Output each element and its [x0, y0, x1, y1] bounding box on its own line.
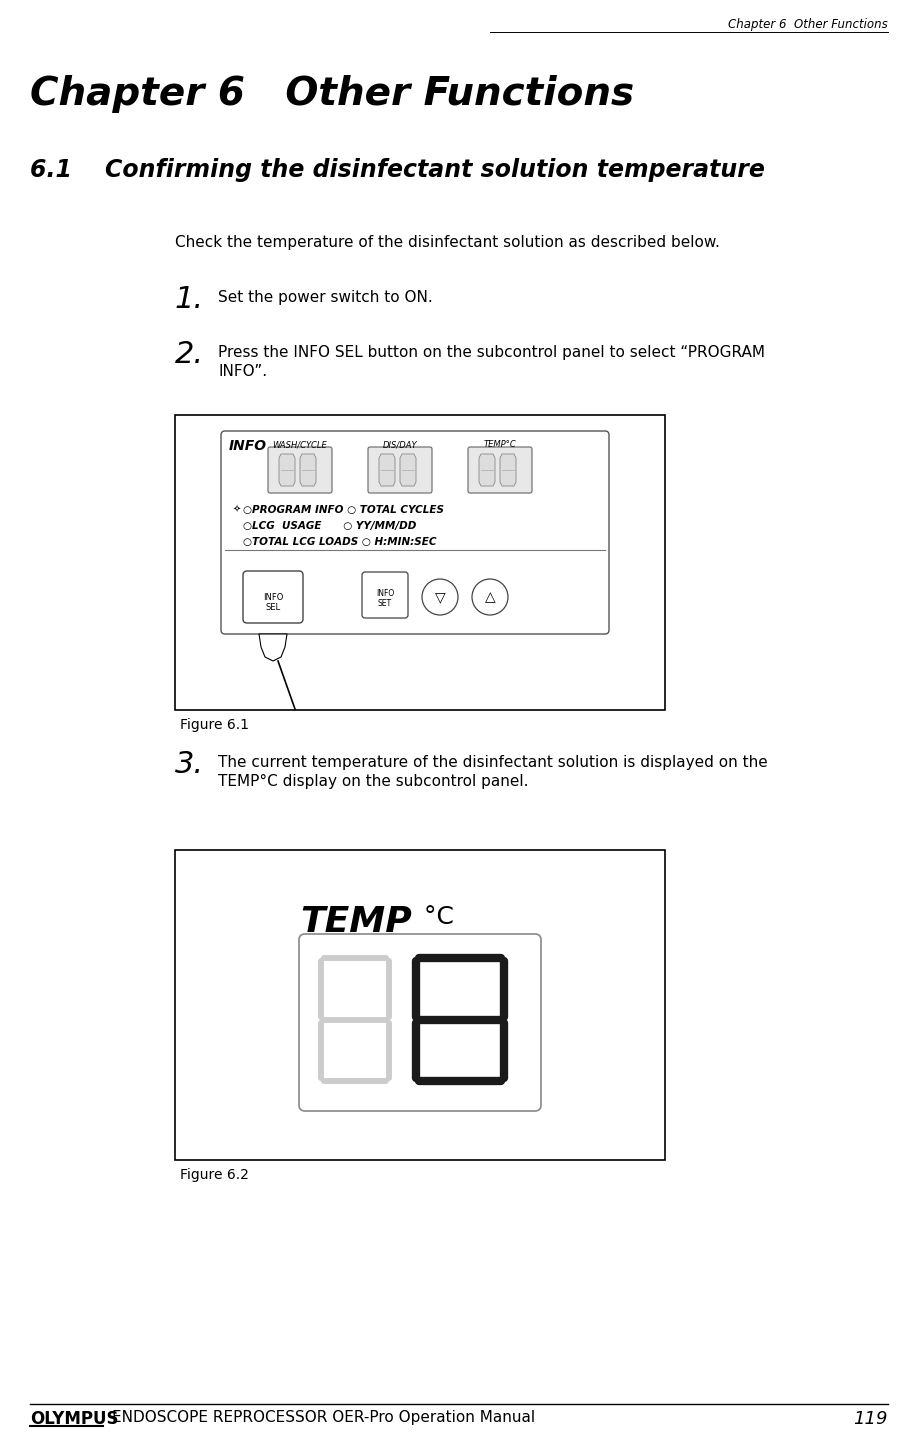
Text: Figure 6.2: Figure 6.2: [180, 1169, 249, 1182]
Text: ○LCG  USAGE      ○ YY/MM/DD: ○LCG USAGE ○ YY/MM/DD: [243, 521, 417, 531]
Text: Check the temperature of the disinfectant solution as described below.: Check the temperature of the disinfectan…: [175, 235, 720, 250]
Text: 2.: 2.: [175, 340, 204, 369]
Text: ○TOTAL LCG LOADS ○ H:MIN:SEC: ○TOTAL LCG LOADS ○ H:MIN:SEC: [243, 536, 437, 546]
FancyBboxPatch shape: [362, 572, 408, 618]
FancyBboxPatch shape: [221, 432, 609, 634]
Text: 119: 119: [854, 1410, 888, 1428]
Polygon shape: [279, 455, 295, 486]
Text: Chapter 6   Other Functions: Chapter 6 Other Functions: [30, 75, 634, 113]
Text: 1.: 1.: [175, 285, 204, 314]
Text: ▽: ▽: [435, 589, 445, 604]
Polygon shape: [300, 455, 316, 486]
Text: △: △: [485, 589, 496, 604]
Text: Set the power switch to ON.: Set the power switch to ON.: [218, 290, 432, 305]
Text: OLYMPUS: OLYMPUS: [30, 1410, 118, 1428]
Bar: [175, 850, 665, 1160]
Polygon shape: [379, 455, 395, 486]
FancyBboxPatch shape: [243, 571, 303, 622]
Text: The current temperature of the disinfectant solution is displayed on the: The current temperature of the disinfect…: [218, 754, 768, 770]
FancyBboxPatch shape: [268, 447, 332, 493]
FancyBboxPatch shape: [468, 447, 532, 493]
Polygon shape: [400, 455, 416, 486]
Text: TEMP: TEMP: [300, 905, 412, 939]
Text: ENDOSCOPE REPROCESSOR OER-Pro Operation Manual: ENDOSCOPE REPROCESSOR OER-Pro Operation …: [112, 1410, 535, 1425]
Polygon shape: [500, 455, 516, 486]
Text: Press the INFO SEL button on the subcontrol panel to select “PROGRAM: Press the INFO SEL button on the subcont…: [218, 346, 765, 360]
Text: INFO”.: INFO”.: [218, 364, 267, 379]
Circle shape: [422, 579, 458, 615]
Text: Figure 6.1: Figure 6.1: [180, 718, 249, 731]
FancyBboxPatch shape: [368, 447, 432, 493]
Text: DIS/DAY: DIS/DAY: [383, 440, 418, 449]
Text: °C: °C: [416, 905, 453, 929]
Circle shape: [472, 579, 508, 615]
Bar: [175, 414, 665, 710]
Text: TEMP°C display on the subcontrol panel.: TEMP°C display on the subcontrol panel.: [218, 774, 529, 789]
Text: INFO: INFO: [229, 439, 267, 453]
Text: WASH/CYCLE: WASH/CYCLE: [273, 440, 327, 449]
Text: 3.: 3.: [175, 750, 204, 779]
Polygon shape: [479, 455, 495, 486]
Text: INFO
SET: INFO SET: [376, 589, 394, 608]
Text: ○PROGRAM INFO ○ TOTAL CYCLES: ○PROGRAM INFO ○ TOTAL CYCLES: [243, 505, 444, 515]
Text: 6.1    Confirming the disinfectant solution temperature: 6.1 Confirming the disinfectant solution…: [30, 158, 765, 182]
Polygon shape: [259, 634, 287, 661]
FancyBboxPatch shape: [299, 934, 541, 1111]
Text: Chapter 6  Other Functions: Chapter 6 Other Functions: [728, 19, 888, 32]
Text: INFO
SEL: INFO SEL: [263, 594, 283, 612]
Text: ✧: ✧: [233, 505, 241, 515]
Text: TEMP°C: TEMP°C: [484, 440, 517, 449]
